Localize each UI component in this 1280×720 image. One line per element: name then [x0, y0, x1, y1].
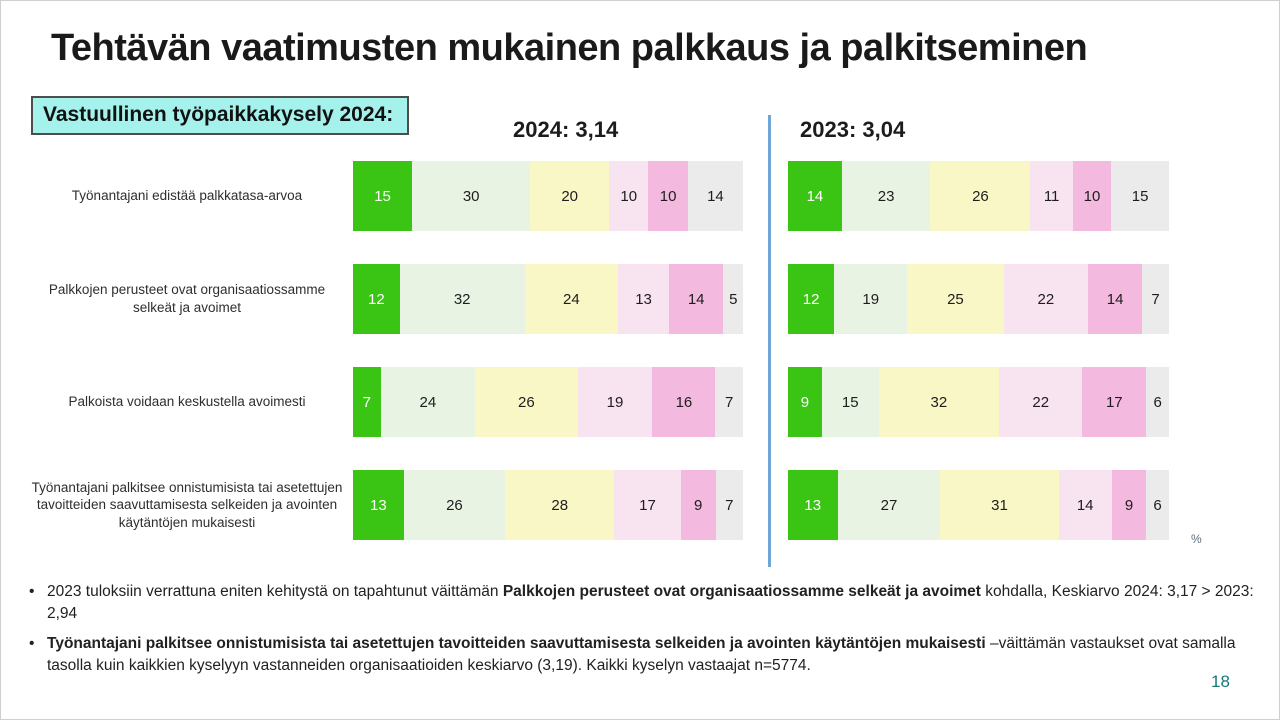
note-text-bold: Työnantajani palkitsee onnistumisista ta… — [47, 635, 986, 652]
bar-segment: 15 — [353, 161, 413, 231]
stacked-bar-chart-2023: 14 23 26 11 10 15 12 19 25 22 14 7 9 15 32 22 17 6 13 27 31 1… — [788, 161, 1170, 573]
bar-segment: 26 — [403, 470, 506, 540]
bar-segment: 22 — [999, 367, 1083, 437]
bar-segment: 20 — [530, 161, 610, 231]
category-label: Palkkojen perusteet ovat organisaatiossa… — [48, 282, 326, 315]
category-label: Palkoista voidaan keskustella avoimesti — [68, 394, 306, 410]
bar-segment: 9 — [680, 470, 716, 540]
bar-segment: 27 — [837, 470, 941, 540]
category-labels: Työnantajani edistää palkkatasa-arvoa Pa… — [27, 161, 347, 573]
bar-segment: 14 — [668, 264, 724, 334]
stacked-bar: 13 26 28 17 9 7 — [353, 470, 743, 540]
stacked-bar: 13 27 31 14 9 6 — [788, 470, 1170, 540]
category-label: Työnantajani edistää palkkatasa-arvoa — [71, 188, 303, 204]
bar-segment: 12 — [353, 264, 400, 334]
stacked-bar: 12 32 24 13 14 5 — [353, 264, 743, 334]
stacked-bar: 14 23 26 11 10 15 — [788, 161, 1169, 231]
bar-segment: 7 — [1142, 264, 1170, 334]
stacked-bar: 7 24 26 19 16 7 — [353, 367, 743, 437]
stacked-bar: 12 19 25 22 14 7 — [788, 264, 1170, 334]
note-bullet-2: • Työnantajani palkitsee onnistumisista … — [29, 633, 1261, 677]
bar-segment: 24 — [524, 264, 619, 334]
bar-segment: 32 — [878, 367, 1000, 437]
note-text: 2023 tuloksiin verrattuna eniten kehitys… — [47, 581, 1261, 625]
bar-segment: 7 — [715, 367, 743, 437]
bar-segment: 14 — [1058, 470, 1112, 540]
bar-segment: 15 — [821, 367, 879, 437]
stacked-bar: 9 15 32 22 17 6 — [788, 367, 1169, 437]
bar-segment: 13 — [353, 470, 404, 540]
page-number: 18 — [1211, 672, 1230, 691]
notes-section: • 2023 tuloksiin verrattuna eniten kehit… — [29, 581, 1261, 677]
bar-segment: 5 — [723, 264, 743, 334]
bar-segment: 11 — [1030, 161, 1073, 231]
bar-segment: 10 — [609, 161, 649, 231]
bar-segment: 6 — [1146, 367, 1169, 437]
bar-segment: 12 — [788, 264, 835, 334]
bar-segment: 30 — [412, 161, 531, 231]
bar-segment: 19 — [577, 367, 653, 437]
unit-label: % — [1191, 532, 1202, 546]
bar-segment: 25 — [907, 264, 1004, 334]
bar-segment: 24 — [380, 367, 476, 437]
bar-segment: 6 — [1146, 470, 1170, 540]
bar-segment: 26 — [475, 367, 578, 437]
bar-segment: 31 — [940, 470, 1059, 540]
bar-segment: 19 — [834, 264, 908, 334]
bar-segment: 13 — [618, 264, 669, 334]
survey-badge: Vastuullinen työpaikkakysely 2024: — [31, 96, 410, 135]
page-title: Tehtävän vaatimusten mukainen palkkaus j… — [51, 27, 1088, 69]
stacked-bar: 15 30 20 10 10 14 — [353, 161, 743, 231]
chart-divider-line — [768, 115, 771, 567]
bar-segment: 15 — [1111, 161, 1169, 231]
bar-segment: 10 — [1072, 161, 1112, 231]
chart-title-2023: 2023: 3,04 — [800, 117, 906, 142]
bar-segment: 9 — [788, 367, 822, 437]
bar-segment: 26 — [930, 161, 1031, 231]
bar-segment: 23 — [841, 161, 931, 231]
bar-segment: 17 — [614, 470, 681, 540]
bar-segment: 32 — [399, 264, 525, 334]
bar-segment: 14 — [788, 161, 842, 231]
bar-segment: 13 — [788, 470, 838, 540]
bar-segment: 17 — [1082, 367, 1147, 437]
bar-segment: 16 — [652, 367, 716, 437]
bar-segment: 7 — [353, 367, 381, 437]
category-label: Työnantajani palkitsee onnistumisista ta… — [31, 479, 343, 530]
bar-segment: 14 — [1088, 264, 1143, 334]
note-text-post: kohdalla, Keskiarvo 2024: 3,17 > 2023: 2… — [47, 583, 1254, 622]
chart-title-2024: 2024: 3,14 — [513, 117, 619, 142]
note-bullet-1: • 2023 tuloksiin verrattuna eniten kehit… — [29, 581, 1261, 625]
note-text-pre: 2023 tuloksiin verrattuna eniten kehitys… — [47, 583, 503, 600]
bar-segment: 22 — [1003, 264, 1089, 334]
bar-segment: 7 — [715, 470, 743, 540]
bar-segment: 9 — [1111, 470, 1147, 540]
note-text-post: –väittämän vastaukset ovat samalla tasol… — [47, 635, 1236, 674]
note-text-bold: Palkkojen perusteet ovat organisaatiossa… — [502, 583, 981, 600]
bullet-marker: • — [29, 583, 35, 600]
bar-segment: 10 — [648, 161, 688, 231]
stacked-bar-chart-2024: 15 30 20 10 10 14 12 32 24 13 14 5 7 24 26 19 16 7 13 26 28 1… — [353, 161, 743, 573]
bar-segment: 28 — [505, 470, 615, 540]
note-text: Työnantajani palkitsee onnistumisista ta… — [47, 633, 1261, 677]
bar-segment: 14 — [687, 161, 743, 231]
bullet-marker: • — [29, 635, 35, 652]
